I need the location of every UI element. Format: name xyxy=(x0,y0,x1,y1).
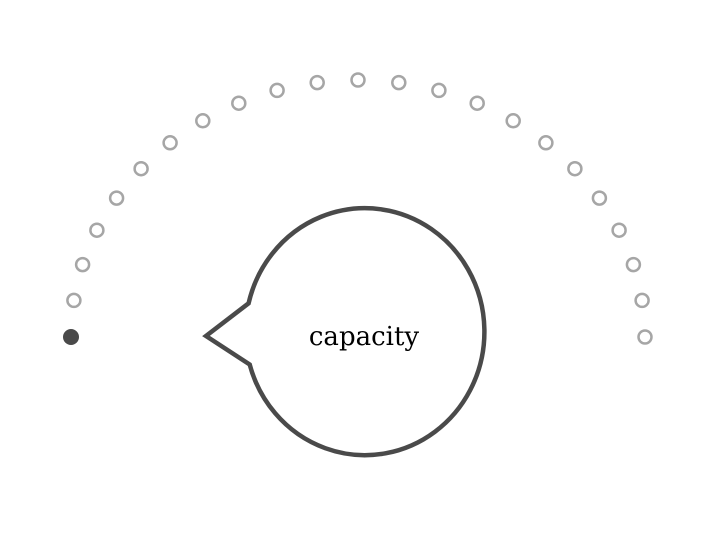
gauge-dot-empty xyxy=(567,160,583,177)
bubble-label: capacity xyxy=(309,322,420,352)
gauge-dot-empty xyxy=(66,292,82,309)
gauge-dot-empty xyxy=(108,190,125,206)
gauge-dot-empty xyxy=(431,82,447,99)
gauge-dot-empty xyxy=(89,222,105,238)
gauge-dot-empty xyxy=(133,160,149,177)
gauge-dot-empty xyxy=(591,190,608,206)
gauge-dot-empty xyxy=(469,95,485,111)
gauge-dot-empty xyxy=(611,222,627,238)
gauge-dot-empty xyxy=(309,74,325,91)
gauge-dot-empty xyxy=(637,329,653,345)
gauge-dot-empty xyxy=(505,113,521,129)
gauge-dot-empty xyxy=(74,256,91,273)
gauge-dot-empty xyxy=(231,95,247,111)
gauge-dot-empty xyxy=(538,135,554,151)
gauge-dot-arc xyxy=(63,72,653,345)
gauge-dot-empty xyxy=(269,82,285,99)
gauge-dot-filled xyxy=(63,329,79,345)
gauge-dot-empty xyxy=(195,113,211,129)
gauge-dot-empty xyxy=(350,72,366,88)
gauge-dot-empty xyxy=(391,74,407,91)
gauge-dot-empty xyxy=(625,256,642,273)
speech-bubble xyxy=(202,205,487,458)
gauge-dot-empty xyxy=(162,135,178,151)
gauge-dot-empty xyxy=(634,292,650,309)
